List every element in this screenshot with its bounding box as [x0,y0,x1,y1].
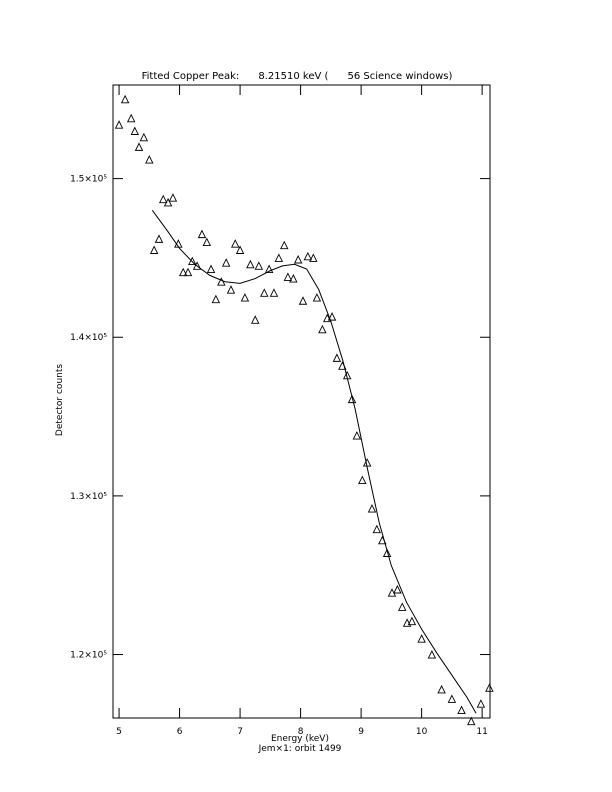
data-point [298,296,308,305]
x-tick-label: 6 [177,727,183,737]
data-point [309,253,318,262]
x-tick-label: 7 [237,727,243,737]
data-point [264,264,274,273]
data-point [197,229,207,239]
data-point [211,294,221,304]
x-axis-label: Energy (keV) [271,734,329,744]
data-point [407,616,417,626]
data-point [178,267,188,277]
data-point [120,94,130,104]
data-point [163,197,173,207]
data-point [283,272,293,281]
subtitle: Jem×1: orbit 1499 [258,744,342,754]
data-point [235,245,245,254]
data-point [476,699,486,708]
data-point [327,312,337,321]
data-point [393,584,402,594]
y-tick-label: 1.5×10⁵ [70,175,107,185]
x-tick-label: 8 [298,727,304,737]
data-point [447,694,457,703]
data-point [382,548,392,557]
y-axis-label: Detector counts [55,364,65,436]
data-point [427,650,437,659]
data-point [318,324,327,334]
data-point [274,253,284,262]
data-point [221,258,231,267]
plot-frame [112,84,491,719]
data-point [293,255,303,264]
data-point [149,245,159,254]
x-tick-label: 5 [116,727,122,737]
data-point [250,315,260,324]
x-tick-label: 9 [358,727,364,737]
data-point [246,259,255,269]
x-tick-label: 10 [416,727,428,737]
data-point [217,277,226,286]
y-tick-label: 1.3×10⁵ [70,492,107,502]
data-point [206,264,216,273]
data-point [280,240,289,250]
data-point [352,431,362,440]
x-tick-label: 11 [476,727,487,737]
data-point [240,293,250,302]
data-point [145,155,154,164]
data-point [367,504,377,513]
data-point [183,267,193,277]
data-point [457,705,466,715]
data-point [312,293,322,302]
data-point [226,285,236,294]
data-point [398,602,407,611]
fit-curve [151,210,477,714]
data-point [332,353,342,362]
data-point [202,237,212,247]
data-point [417,634,426,643]
data-point [467,716,476,726]
data-point [303,251,313,261]
data-point [158,194,168,204]
data-point [322,313,332,323]
data-point [154,234,164,243]
data-point [269,288,279,297]
data-point [168,193,178,202]
data-point [231,239,240,248]
data-point [437,684,446,694]
data-point [289,274,298,283]
y-tick-label: 1.4×10⁵ [70,333,107,343]
chart-title: Fitted Copper Peak: 8.21510 keV ( 56 Sci… [142,71,453,82]
data-point [114,120,124,129]
data-point [372,524,382,534]
data-point [192,261,202,270]
data-point [402,618,412,627]
y-tick-label: 1.2×10⁵ [70,651,107,661]
data-point [358,475,367,484]
data-point [134,142,144,151]
data-point [347,394,357,404]
data-point [188,256,197,266]
data-point [130,126,140,135]
data-point [254,261,264,270]
data-point [260,288,269,297]
data-point [485,683,494,692]
data-point [139,132,149,142]
data-point [126,113,136,123]
